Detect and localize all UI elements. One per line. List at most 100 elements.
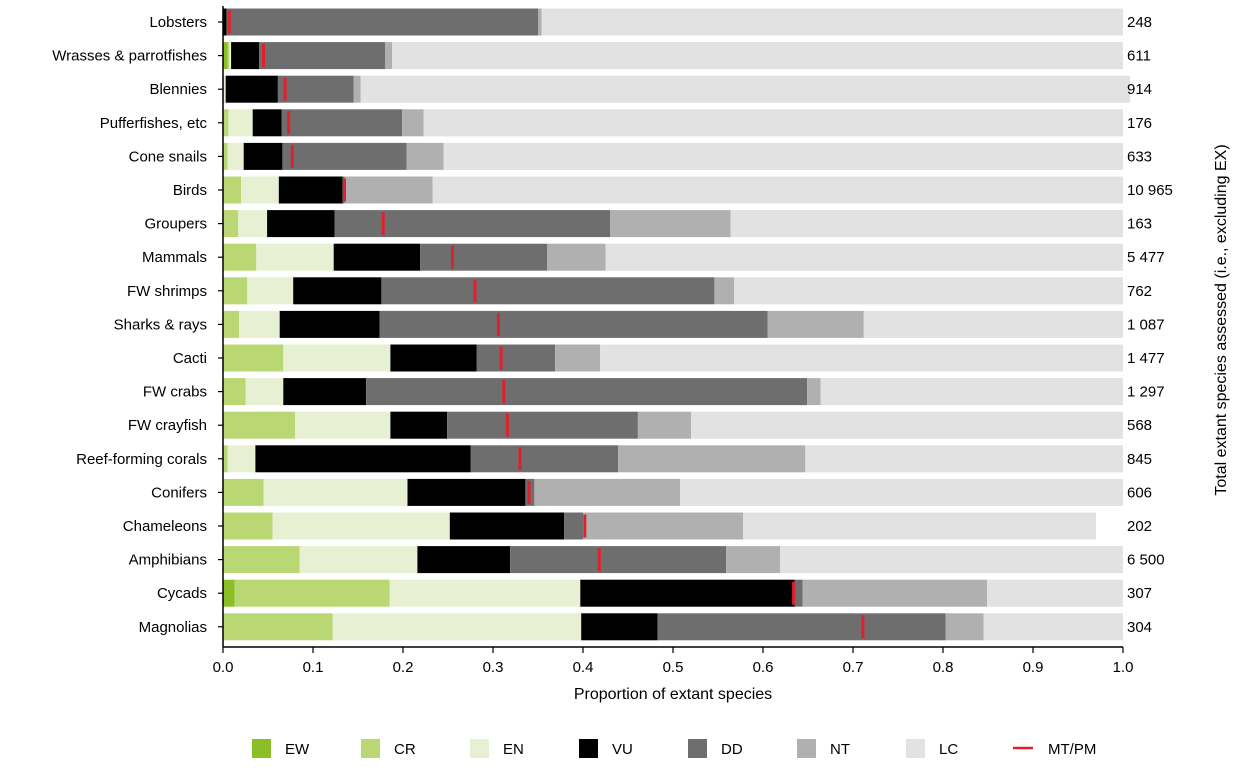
category-label-groupers: Groupers	[144, 216, 207, 233]
bar-lobsters-dd	[226, 8, 538, 36]
bar-magnolias-en	[332, 613, 582, 641]
category-label-amphibians: Amphibians	[129, 552, 207, 569]
total-label-fw-crayfish: 568	[1127, 417, 1152, 434]
legend-label-en: EN	[503, 741, 524, 758]
bar-fw-crayfish-cr	[223, 411, 295, 439]
category-label-cone-snails: Cone snails	[129, 148, 207, 165]
legend-swatch-en	[470, 739, 489, 758]
bar-fw-shrimps-lc	[734, 277, 1123, 305]
category-label-mammals: Mammals	[142, 249, 207, 266]
legend-item-en: EN	[470, 739, 524, 758]
category-label-sharks-rays: Sharks & rays	[114, 316, 207, 333]
bar-birds-cr	[223, 176, 241, 204]
category-label-fw-shrimps: FW shrimps	[127, 283, 207, 300]
x-tick-label-3: 0.3	[483, 659, 504, 676]
bar-fw-crayfish-nt	[637, 411, 691, 439]
bar-birds-lc	[432, 176, 1123, 204]
bar-blennies-lc	[360, 75, 1131, 103]
bar-blennies-en	[223, 75, 226, 103]
bar-fw-crayfish-vu	[390, 411, 448, 439]
bar-amphibians-lc	[780, 546, 1123, 574]
x-tick-label-9: 0.9	[1023, 659, 1044, 676]
bar-fw-crabs-vu	[283, 378, 367, 406]
bar-chameleons-vu	[449, 512, 565, 540]
legend-swatch-dd	[688, 739, 707, 758]
bar-chameleons-cr	[223, 512, 273, 540]
bar-cone-snails-en	[227, 142, 244, 170]
bar-magnolias-lc	[983, 613, 1123, 641]
total-label-magnolias: 304	[1127, 619, 1152, 636]
bar-fw-crabs-nt	[807, 378, 821, 406]
category-label-magnolias: Magnolias	[139, 619, 207, 636]
x-tick-label-5: 0.5	[663, 659, 684, 676]
bar-wrasses-parrotfishes-vu	[231, 42, 259, 70]
category-label-pufferfishes-etc: Pufferfishes, etc	[100, 115, 208, 132]
bar-blennies-dd	[277, 75, 354, 103]
bar-fw-crabs-dd	[366, 378, 808, 406]
bar-cycads-ew	[223, 579, 235, 607]
x-axis-title: Proportion of extant species	[574, 686, 772, 703]
bar-groupers-dd	[334, 210, 610, 238]
bar-cone-snails-vu	[243, 142, 283, 170]
legend-item-mt-pm: MT/PM	[1013, 741, 1096, 758]
bar-fw-shrimps-cr	[223, 277, 248, 305]
total-label-amphibians: 6 500	[1127, 552, 1165, 569]
legend-swatch-cr	[361, 739, 380, 758]
category-label-wrasses-parrotfishes: Wrasses & parrotfishes	[52, 48, 207, 65]
category-label-fw-crayfish: FW crayfish	[128, 417, 207, 434]
bar-wrasses-parrotfishes-nt	[385, 42, 393, 70]
bar-cone-snails-nt	[406, 142, 444, 170]
bar-fw-shrimps-vu	[293, 277, 382, 305]
x-tick-label-8: 0.8	[933, 659, 954, 676]
bar-cycads-nt	[802, 579, 988, 607]
category-label-blennies: Blennies	[149, 81, 207, 98]
bar-cone-snails-dd	[282, 142, 407, 170]
x-tick-label-0: 0.0	[213, 659, 234, 676]
bar-sharks-rays-nt	[767, 310, 864, 338]
bar-lobsters-lc	[541, 8, 1123, 36]
bar-birds-en	[241, 176, 279, 204]
bar-pufferfishes-etc-lc	[423, 109, 1123, 137]
bar-mammals-en	[256, 243, 334, 271]
bar-blennies-vu	[225, 75, 278, 103]
legend: EW CR EN VU DD NT LC MT/PM	[252, 739, 1096, 758]
bar-fw-shrimps-en	[247, 277, 294, 305]
bar-cacti-lc	[600, 344, 1123, 372]
legend-swatch-vu	[579, 739, 598, 758]
bar-conifers-cr	[223, 478, 264, 506]
bar-cone-snails-lc	[443, 142, 1123, 170]
category-label-cycads: Cycads	[157, 585, 207, 602]
bar-wrasses-parrotfishes-en	[229, 42, 232, 70]
x-tick-label-1: 0.1	[303, 659, 324, 676]
bar-cacti-dd	[476, 344, 556, 372]
bar-fw-crabs-lc	[820, 378, 1123, 406]
legend-label-lc: LC	[939, 741, 958, 758]
bar-chameleons-nt	[583, 512, 744, 540]
legend-item-ew: EW	[252, 739, 310, 758]
legend-label-mt-pm: MT/PM	[1048, 741, 1096, 758]
bar-fw-crabs-cr	[223, 378, 246, 406]
bar-magnolias-nt	[945, 613, 984, 641]
total-label-pufferfishes-etc: 176	[1127, 115, 1152, 132]
bar-conifers-en	[263, 478, 408, 506]
bar-amphibians-cr	[223, 546, 300, 574]
bar-reef-forming-corals-cr	[223, 445, 228, 473]
total-label-blennies: 914	[1127, 81, 1152, 98]
total-label-fw-shrimps: 762	[1127, 283, 1152, 300]
legend-item-dd: DD	[688, 739, 743, 758]
bar-sharks-rays-vu	[279, 310, 380, 338]
x-tick-label-2: 0.2	[393, 659, 414, 676]
total-label-sharks-rays: 1 087	[1127, 316, 1165, 333]
bar-magnolias-dd	[657, 613, 946, 641]
category-label-birds: Birds	[173, 182, 207, 199]
bar-reef-forming-corals-vu	[255, 445, 471, 473]
bar-sharks-rays-lc	[863, 310, 1123, 338]
category-label-reef-forming-corals: Reef-forming corals	[76, 451, 207, 468]
bar-magnolias-vu	[581, 613, 658, 641]
x-tick-label-10: 1.0	[1113, 659, 1134, 676]
total-label-groupers: 163	[1127, 216, 1152, 233]
bar-fw-crayfish-dd	[447, 411, 638, 439]
legend-item-lc: LC	[906, 739, 958, 758]
total-label-cycads: 307	[1127, 585, 1152, 602]
